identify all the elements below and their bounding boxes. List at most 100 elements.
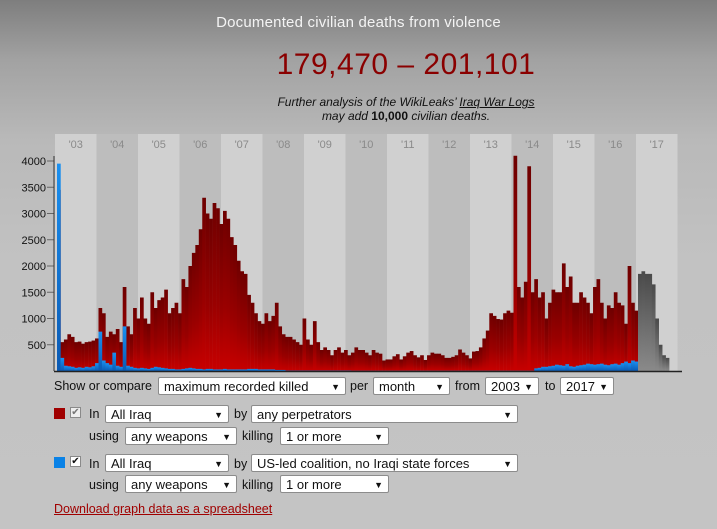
blue-series-bar [240,369,244,371]
blue-series-bar [309,370,314,371]
red-series-bar [67,334,72,371]
projection-bar [644,273,649,372]
from-label: from [455,379,480,393]
blue-series-bar [551,365,556,371]
red-series-bar [392,356,397,371]
red-series-bar [209,218,213,371]
red-series-bar [599,302,604,371]
blue-series-bar [88,367,92,371]
dropdown-arrow-icon: ▼ [524,382,533,392]
red-series-bar [223,210,227,372]
using-label: using [89,429,119,443]
red-series-bar [561,263,566,372]
series2-location-select[interactable]: All Iraq ▼ [105,454,229,472]
red-series-bar [344,350,348,371]
red-series-bar [537,297,542,371]
x-tick-label: '03 [69,139,83,151]
in-label: In [89,457,100,471]
series1-perpetrator-select[interactable]: any perpetrators ▼ [251,405,518,423]
red-series-bar [247,294,251,372]
blue-series-bar [593,364,597,371]
y-tick-label: 4000 [22,156,46,168]
from-year-select[interactable]: 2003 ▼ [485,377,539,395]
x-tick-label: '07 [235,139,249,151]
weapons-value: any weapons [131,477,208,492]
blue-series-bar [572,366,576,371]
red-series-bar [323,347,327,372]
series2-perpetrator-select[interactable]: US-led coalition, no Iraqi state forces ▼ [251,454,518,472]
series1-checkbox[interactable]: ✔ [70,407,81,418]
red-series-bar [527,166,532,371]
red-series-bar [382,360,386,371]
series2-killing-select[interactable]: 1 or more ▼ [280,475,389,493]
series1-killing-select[interactable]: 1 or more ▼ [280,427,389,445]
blue-series-bar [236,369,241,371]
dropdown-arrow-icon: ▼ [214,410,223,420]
red-series-bar [440,355,445,371]
series1-location-select[interactable]: All Iraq ▼ [105,405,229,423]
blue-series-bar [278,369,283,371]
to-year-select[interactable]: 2017 ▼ [560,377,614,395]
red-series-bar [568,276,573,371]
blue-series-bar [122,326,127,372]
red-series-bar [136,318,141,371]
x-tick-label: '13 [484,139,498,151]
blue-series-bar [534,368,538,372]
blue-series-bar [561,365,566,371]
red-series-bar [416,357,421,371]
red-series-bar [240,271,244,371]
red-series-bar [157,300,161,372]
blue-series-bar [146,368,151,371]
red-series-bar [212,203,217,371]
projection-bar [655,318,659,371]
iraq-war-logs-link[interactable]: Iraq War Logs [459,95,535,109]
blue-series-bar [108,364,113,371]
blue-series-bar [306,370,310,371]
blue-series-bar [74,367,78,371]
blue-series-bar [631,360,635,371]
projection-bar [651,284,656,372]
x-tick-label: '06 [193,139,207,151]
red-series-bar [309,344,314,371]
x-tick-label: '16 [608,139,622,151]
red-series-bar [95,338,99,371]
series2-weapons-select[interactable]: any weapons ▼ [125,475,237,493]
red-series-bar [150,292,155,371]
red-series-bar [112,334,117,371]
x-tick-label: '04 [110,139,124,151]
series2-checkbox[interactable]: ✔ [70,456,81,467]
red-series-bar [108,331,113,372]
period-select[interactable]: month ▼ [373,377,450,395]
red-series-bar [541,292,545,371]
red-series-bar [575,302,580,371]
measure-select[interactable]: maximum recorded killed ▼ [158,377,346,395]
red-series-bar [140,297,144,371]
blue-series-bar [326,370,331,371]
red-series-bar [406,352,410,372]
y-tick-label: 2000 [22,261,46,273]
red-series-bar [91,340,96,371]
projection-bar [638,273,642,372]
year-band [304,134,346,371]
red-series-bar [84,342,89,372]
blue-series-bar [288,370,293,371]
red-series-bar [458,349,462,371]
blue-series-bar [316,370,321,371]
note-text-2: may add [321,109,372,123]
red-series-bar [70,336,75,372]
x-tick-label: '05 [152,139,166,151]
red-series-bar [357,350,362,371]
red-series-bar [88,341,92,371]
red-series-bar [485,330,490,371]
blue-series-bar [606,365,611,371]
blue-series-bar [60,357,65,372]
blue-series-bar [271,369,276,371]
page-title: Documented civilian deaths from violence [216,14,501,31]
to-label: to [545,379,556,393]
download-spreadsheet-link[interactable]: Download graph data as a spreadsheet [54,502,273,516]
blue-series-bar [133,367,137,371]
series1-weapons-select[interactable]: any weapons ▼ [125,427,237,445]
blue-series-bar [153,366,158,371]
blue-series-bar [178,369,182,371]
blue-series-bar [299,370,303,371]
